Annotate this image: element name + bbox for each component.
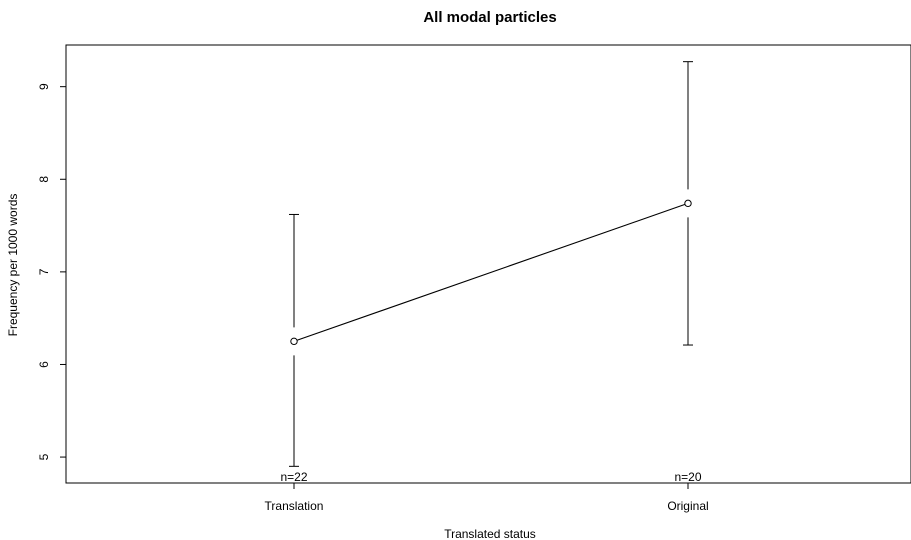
y-tick-label: 5	[37, 453, 51, 460]
chart-title: All modal particles	[423, 9, 556, 26]
x-tick-label: Translation	[265, 499, 324, 513]
series-line	[296, 203, 686, 341]
x-axis: Translation Original	[265, 483, 709, 513]
data-point	[684, 199, 692, 208]
n-annotation: n=22	[280, 470, 307, 484]
data-point	[290, 337, 298, 346]
y-tick-label: 7	[37, 268, 51, 275]
y-axis-label: Frequency per 1000 words	[6, 194, 20, 337]
plot-frame	[65, 44, 911, 484]
y-tick-label: 8	[37, 176, 51, 183]
n-annotation: n=20	[674, 470, 701, 484]
y-tick-label: 9	[37, 83, 51, 90]
x-axis-label: Translated status	[444, 527, 536, 540]
x-tick-label: Original	[667, 499, 708, 513]
y-tick-label: 6	[37, 361, 51, 368]
series-group: n=22 n=20	[280, 61, 702, 484]
y-axis: 5 6 7 8 9	[37, 83, 66, 460]
